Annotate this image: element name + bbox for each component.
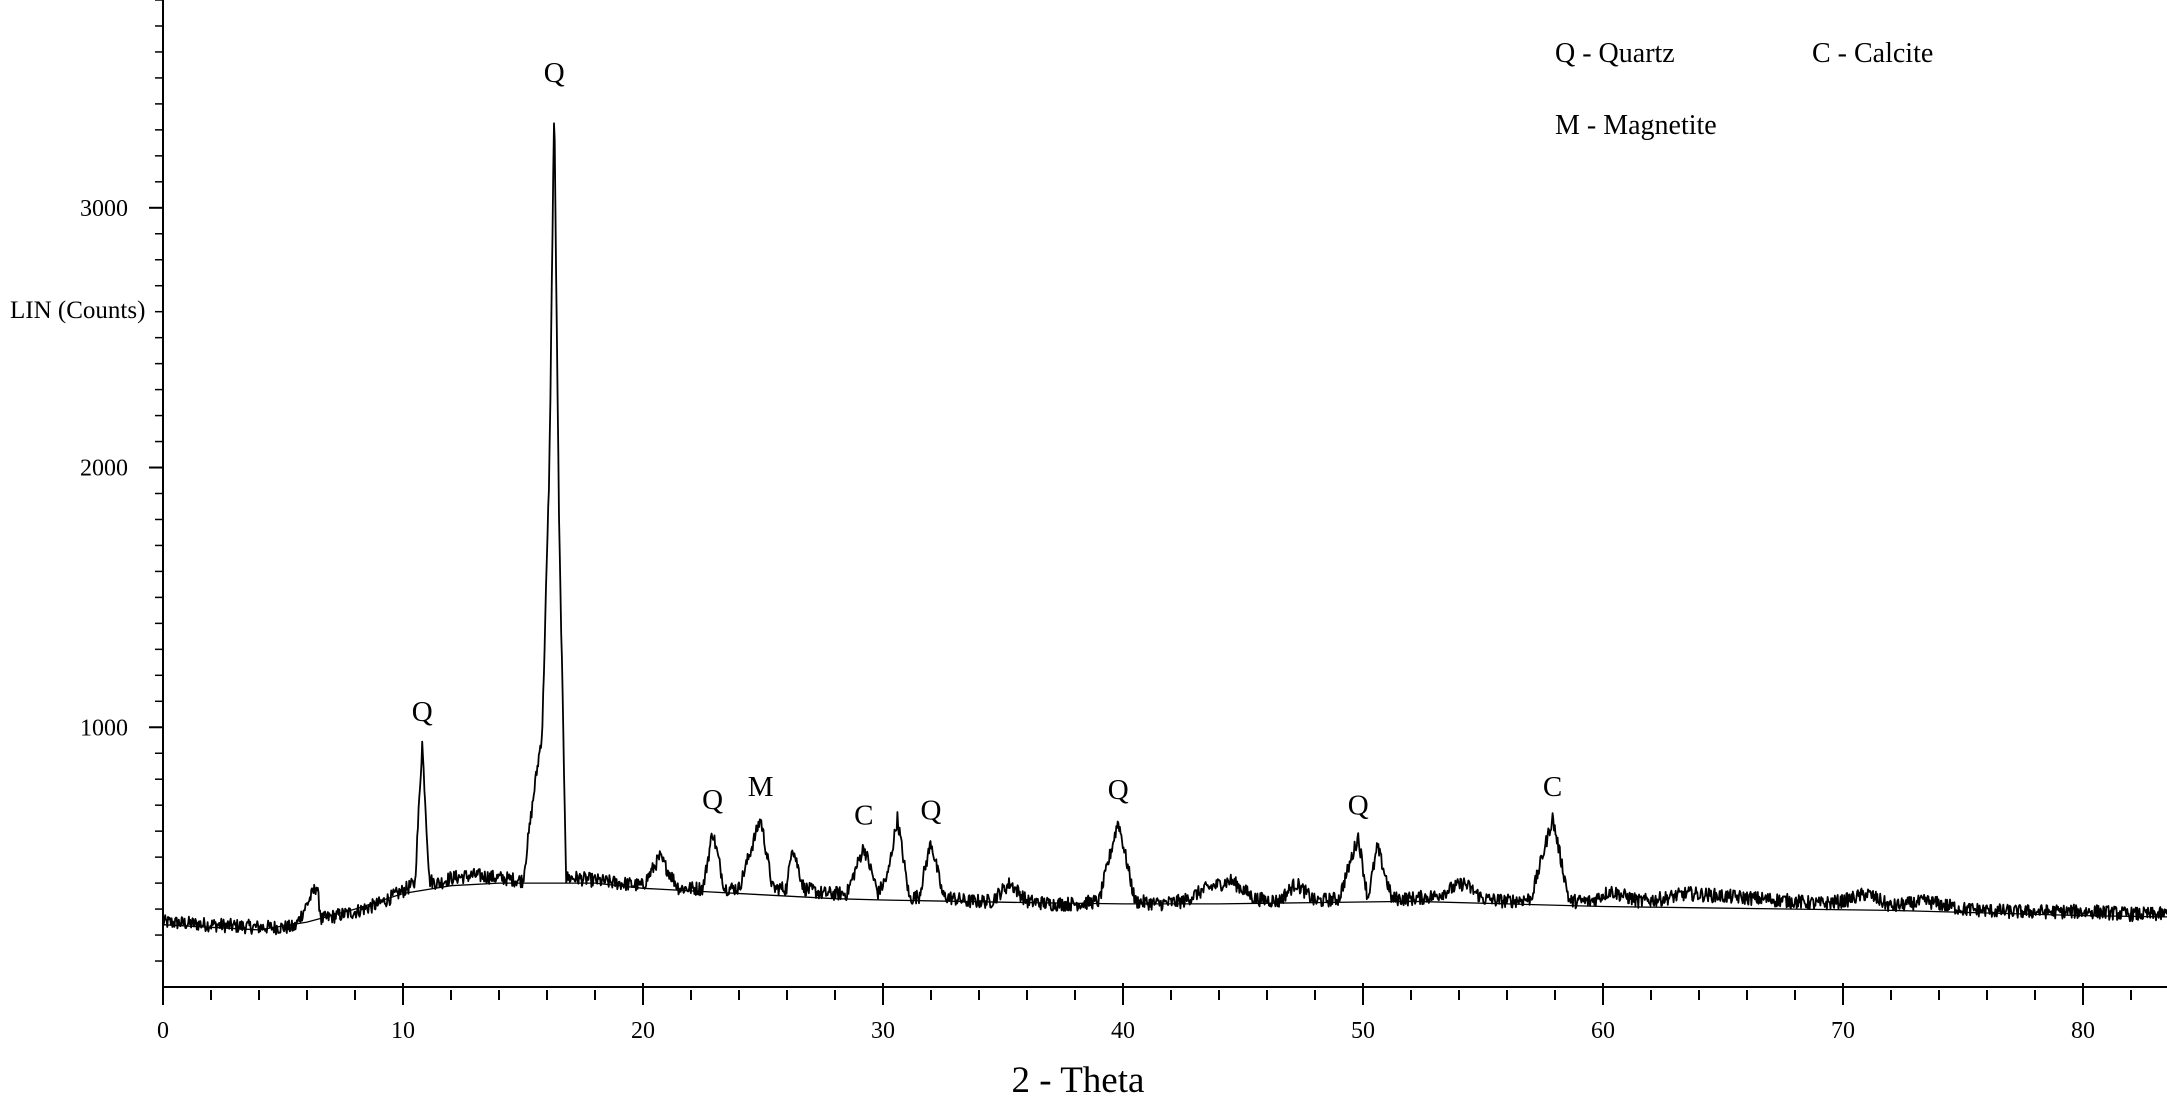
peak-label-q: Q xyxy=(544,57,565,89)
peak-annotations: QQQ MC QQ QC xyxy=(412,57,1563,832)
y-axis-label: LIN (Counts) xyxy=(10,297,145,324)
peak-label-q: Q xyxy=(921,795,942,827)
legend-entry-magnetite: M - Magnetite xyxy=(1555,110,1717,141)
x-tick-label: 0 xyxy=(157,1018,169,1044)
ticks xyxy=(149,0,2132,1005)
peak-label-m: M xyxy=(748,771,774,803)
x-tick-label: 20 xyxy=(631,1018,655,1044)
background-baseline-line xyxy=(162,882,2167,931)
x-tick-label: 60 xyxy=(1591,1018,1615,1044)
peak-label-q: Q xyxy=(702,784,723,816)
x-tick-label: 70 xyxy=(1831,1018,1855,1044)
axes xyxy=(162,0,2167,988)
legend-entry-calcite: C - Calcite xyxy=(1812,38,1933,69)
peak-label-q: Q xyxy=(1108,774,1129,806)
y-tick-label: 1000 xyxy=(80,715,128,741)
x-axis-label: 2 - Theta xyxy=(1012,1060,1145,1101)
peak-label-c: C xyxy=(1543,771,1562,803)
x-tick-label: 50 xyxy=(1351,1018,1375,1044)
legend-entry-quartz: Q - Quartz xyxy=(1555,38,1675,69)
tick-labels: 0 10 20 30 40 50 60 70 80 1000 2000 3000 xyxy=(80,196,2095,1044)
y-tick-label: 3000 xyxy=(80,196,128,222)
legend: Q - Quartz C - Calcite M - Magnetite xyxy=(1555,38,1933,141)
diffraction-pattern-line xyxy=(162,122,2167,936)
series-group xyxy=(162,122,2167,936)
peak-label-q: Q xyxy=(1348,789,1369,821)
x-tick-label: 80 xyxy=(2071,1018,2095,1044)
peak-label-c: C xyxy=(854,800,873,832)
x-tick-label: 30 xyxy=(871,1018,895,1044)
peak-label-q: Q xyxy=(412,696,433,728)
x-tick-label: 10 xyxy=(391,1018,415,1044)
y-tick-label: 2000 xyxy=(80,456,128,482)
x-tick-label: 40 xyxy=(1111,1018,1135,1044)
